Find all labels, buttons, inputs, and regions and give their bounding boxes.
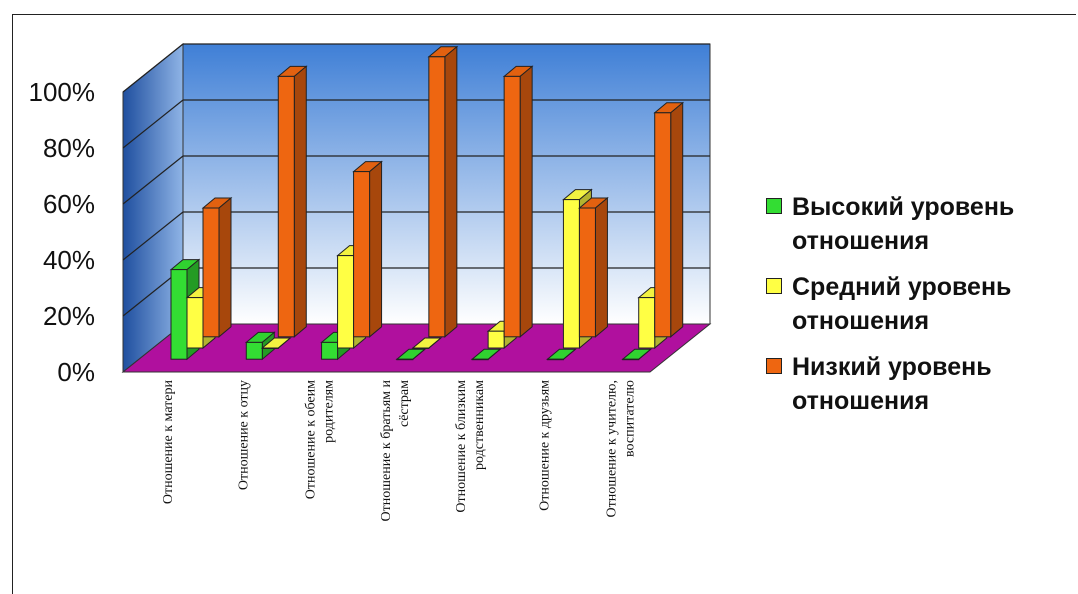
x-tick-label-line: Отношение к обеим	[304, 380, 319, 499]
bar	[201, 196, 233, 338]
legend-label-high-line2: отношения	[792, 227, 930, 255]
bar	[352, 160, 383, 338]
legend-label-high-line1: Высокий уровень	[792, 193, 1015, 221]
gridline	[122, 211, 710, 261]
bar-side	[218, 196, 232, 338]
gridline	[122, 155, 710, 205]
bar	[411, 337, 443, 349]
bar	[621, 348, 653, 361]
x-tick-label-line: Отношение к отцу	[236, 380, 251, 490]
bar-front	[562, 199, 580, 349]
x-tick-label-line: Отношение к учителю,	[605, 380, 620, 518]
legend: Высокий уровень отношения Средний уровен…	[762, 190, 1072, 430]
bar-front	[471, 358, 489, 361]
legend-item-medium: Средний уровень отношения	[762, 270, 1072, 338]
bar-front	[261, 347, 279, 349]
bar-front	[186, 297, 204, 349]
x-tick-label: Отношение к отцу	[236, 380, 251, 490]
bar	[502, 65, 534, 338]
x-tick-label: Отношение к учителю, воспитателю	[605, 380, 638, 518]
y-tick-label: 20%	[43, 301, 95, 331]
gridline	[122, 99, 710, 149]
bar-front	[353, 171, 371, 338]
x-tick-label: Отношение к друзьям	[537, 380, 552, 511]
x-tick-label-line: Отношение к друзьям	[537, 380, 552, 511]
bar-front	[396, 358, 414, 361]
bar	[578, 196, 609, 338]
bar-side	[487, 348, 501, 360]
x-tick-label: Отношение к близким родственникам	[454, 380, 487, 513]
legend-label-low-line2: отношения	[792, 387, 930, 415]
bar-side	[519, 65, 533, 338]
legend-label-medium-line2: отношения	[792, 307, 930, 335]
legend-item-low: Низкий уровень отношения	[762, 350, 1072, 418]
bar	[470, 348, 502, 361]
x-tick-label-line: родителям	[322, 380, 337, 443]
bar-front	[245, 341, 263, 360]
legend-swatch-medium	[766, 278, 782, 294]
y-tick-label: 0%	[57, 357, 95, 387]
legend-swatch-high	[766, 198, 782, 214]
x-tick-label-line: Отношение к близким	[454, 380, 469, 513]
bar-front	[638, 297, 656, 349]
x-tick-label: Отношение к братьям и сёстрам	[379, 379, 412, 521]
legend-swatch-low	[766, 358, 782, 374]
bar-front	[170, 269, 188, 360]
bar	[653, 101, 685, 338]
legend-item-high: Высокий уровень отношения	[762, 190, 1072, 258]
x-tick-label-line: родственникам	[472, 380, 487, 470]
chart-frame	[12, 14, 1076, 594]
y-tick-label: 100%	[29, 77, 96, 107]
bar-side	[293, 65, 307, 338]
bar-front	[546, 358, 564, 361]
gridline	[122, 43, 710, 93]
y-tick-label: 80%	[43, 133, 95, 163]
bar	[276, 65, 308, 338]
bar-side	[277, 337, 291, 349]
bar-side	[638, 348, 652, 360]
bar	[260, 337, 292, 349]
bar-front	[412, 347, 430, 349]
x-tick-label: Отношение к матери	[161, 379, 176, 504]
y-tick-label: 60%	[43, 189, 95, 219]
x-tick-label-line: сёстрам	[397, 380, 412, 427]
bar-front	[622, 358, 640, 361]
y-tick-label: 40%	[43, 245, 95, 275]
bar-front	[578, 207, 596, 338]
bar-front	[503, 75, 521, 338]
bar-side	[563, 348, 576, 360]
bar-front	[321, 341, 339, 360]
bar	[427, 45, 459, 338]
legend-label-low-line1: Низкий уровень	[792, 353, 992, 381]
legend-label-medium-line1: Средний уровень	[792, 273, 1012, 301]
bar-side	[428, 337, 442, 349]
bar-front	[428, 56, 446, 338]
x-tick-label-line: воспитателю	[623, 380, 638, 457]
bar-front	[337, 255, 355, 349]
bar-side	[594, 196, 608, 338]
bar-side	[444, 45, 458, 338]
bar-side	[369, 160, 383, 338]
x-tick-label: Отношение к обеим родителям	[304, 380, 337, 499]
bar-front	[487, 330, 505, 349]
bar	[546, 348, 577, 361]
bar-side	[412, 348, 426, 360]
bar-front	[277, 75, 295, 338]
bar-front	[202, 207, 220, 338]
bar-front	[654, 112, 672, 338]
x-tick-label-line: Отношение к матери	[161, 379, 176, 504]
bar-side	[670, 101, 684, 338]
bar	[395, 348, 427, 361]
x-tick-label-line: Отношение к братьям и	[379, 379, 394, 521]
